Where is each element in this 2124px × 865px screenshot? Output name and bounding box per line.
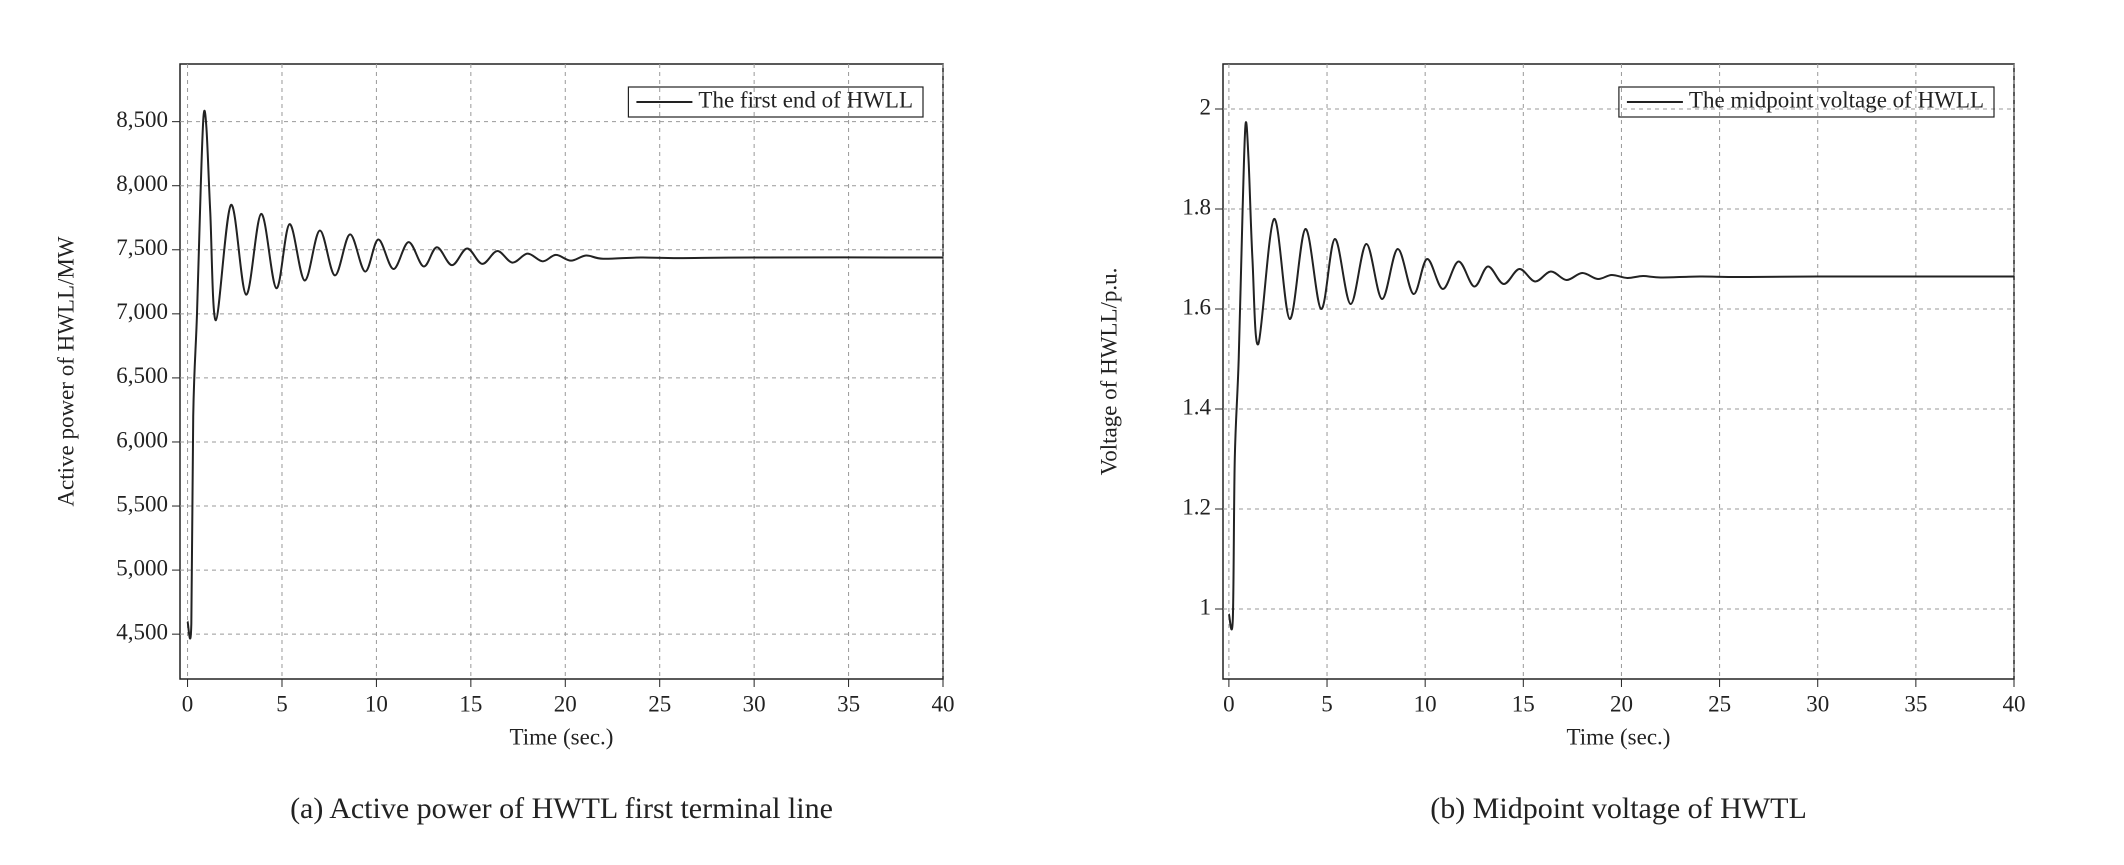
x-tick-label: 0 bbox=[1223, 691, 1235, 716]
x-tick-label: 30 bbox=[743, 691, 766, 716]
plot-frame bbox=[179, 63, 944, 680]
x-tick-label: 25 bbox=[1708, 691, 1731, 716]
legend-box bbox=[627, 86, 924, 118]
plot-frame bbox=[1222, 63, 2015, 680]
y-tick-label: 7,000 bbox=[116, 299, 168, 324]
caption: (a) Active power of HWTL first terminal … bbox=[290, 792, 833, 825]
y-tick-label: 7,500 bbox=[116, 235, 168, 260]
y-tick-label: 1.2 bbox=[1182, 494, 1211, 519]
x-tick-label: 15 bbox=[1512, 691, 1535, 716]
legend-box bbox=[1618, 86, 1995, 118]
y-tick-label: 8,000 bbox=[116, 171, 168, 196]
y-tick-label: 4,500 bbox=[116, 619, 168, 644]
y-tick-label: 1.6 bbox=[1182, 294, 1211, 319]
y-tick-label: 5,500 bbox=[116, 491, 168, 516]
y-tick-label: 8,500 bbox=[116, 107, 168, 132]
y-tick-label: 2 bbox=[1200, 94, 1212, 119]
legend-label: The midpoint voltage of HWLL bbox=[1689, 87, 1984, 112]
x-axis-label: Time (sec.) bbox=[1567, 724, 1671, 749]
x-tick-label: 5 bbox=[276, 691, 288, 716]
x-tick-label: 40 bbox=[932, 691, 955, 716]
line-series bbox=[186, 109, 944, 640]
x-tick-label: 35 bbox=[837, 691, 860, 716]
x-tick-label: 0 bbox=[182, 691, 194, 716]
x-tick-label: 15 bbox=[459, 691, 482, 716]
y-tick-label: 1.8 bbox=[1182, 194, 1211, 219]
legend-label: The first end of HWLL bbox=[698, 87, 913, 112]
x-tick-label: 10 bbox=[365, 691, 388, 716]
y-tick-label: 5,000 bbox=[116, 555, 168, 580]
x-tick-label: 40 bbox=[2003, 691, 2026, 716]
x-tick-label: 35 bbox=[1904, 691, 1927, 716]
x-tick-label: 20 bbox=[1610, 691, 1633, 716]
line-series bbox=[1227, 121, 2015, 631]
y-axis-label: Active power of HWLL/MW bbox=[53, 236, 78, 506]
caption: (b) Midpoint voltage of HWTL bbox=[1430, 792, 1807, 825]
y-tick-label: 1.4 bbox=[1182, 394, 1211, 419]
y-tick-label: 6,500 bbox=[116, 363, 168, 388]
y-axis-label: Voltage of HWLL/p.u. bbox=[1096, 268, 1121, 476]
x-tick-label: 5 bbox=[1321, 691, 1333, 716]
y-tick-label: 6,000 bbox=[116, 427, 168, 452]
x-tick-label: 20 bbox=[554, 691, 577, 716]
x-axis-label: Time (sec.) bbox=[510, 724, 614, 749]
x-tick-label: 25 bbox=[648, 691, 671, 716]
y-tick-label: 1 bbox=[1200, 594, 1212, 619]
x-tick-label: 10 bbox=[1414, 691, 1437, 716]
x-tick-label: 30 bbox=[1806, 691, 1829, 716]
